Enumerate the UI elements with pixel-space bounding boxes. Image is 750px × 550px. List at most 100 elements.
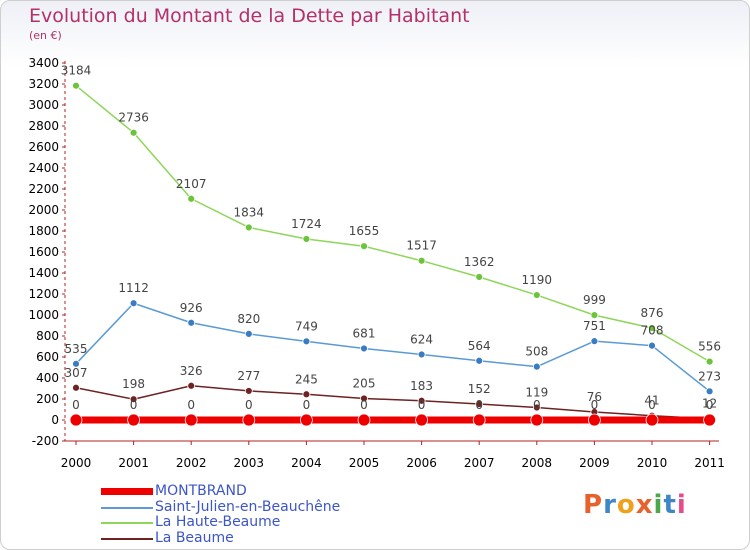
logo-letter: x [635, 490, 654, 520]
data-label-la-haute-beaume: 1517 [406, 239, 437, 253]
data-point-la-haute-beaume [475, 273, 484, 281]
logo-letter: i [676, 490, 687, 520]
data-point-la-beaume [302, 390, 311, 399]
data-label-la-haute-beaume: 999 [583, 293, 606, 307]
x-tick-label: 2009 [579, 456, 610, 470]
proxiti-logo: Proxiti [583, 490, 687, 520]
data-point-la-haute-beaume [72, 81, 80, 90]
y-tick-label: 2400 [28, 161, 59, 175]
x-tick-label: 2002 [176, 456, 207, 470]
legend-swatch [101, 506, 153, 509]
y-tick-label: 1400 [28, 266, 59, 280]
y-tick-label: 3000 [28, 98, 59, 112]
x-tick-label: 2010 [637, 456, 668, 470]
data-point-saint-julien-en-beauch-ne [590, 337, 599, 346]
data-label-montbrand: 0 [72, 398, 80, 412]
data-point-montbrand [588, 413, 601, 427]
data-label-saint-julien-en-beauch-ne: 535 [65, 342, 88, 356]
data-point-montbrand [242, 413, 256, 427]
y-tick-label: 0 [51, 413, 59, 427]
data-label-montbrand: 0 [130, 398, 138, 412]
data-label-la-haute-beaume: 876 [641, 306, 664, 320]
logo-letter: t [663, 490, 677, 520]
data-label-saint-julien-en-beauch-ne: 926 [180, 301, 203, 315]
data-label-montbrand: 0 [475, 398, 483, 412]
data-label-la-beaume: 307 [65, 366, 88, 380]
data-point-montbrand [357, 413, 371, 427]
y-tick-label: 2800 [28, 119, 59, 133]
series-line-la-beaume [75, 385, 710, 420]
data-label-la-haute-beaume: 1834 [234, 205, 265, 219]
data-point-montbrand [69, 413, 83, 427]
data-point-saint-julien-en-beauch-ne [417, 350, 426, 359]
data-label-la-beaume: 152 [468, 382, 491, 396]
y-tick-label: 400 [36, 371, 59, 385]
y-tick-label: 200 [36, 392, 59, 406]
data-label-montbrand: 0 [591, 398, 599, 412]
x-tick-label: 2000 [61, 456, 92, 470]
legend-label: MONTBRAND [155, 483, 247, 499]
data-point-la-beaume [129, 395, 138, 404]
data-point-montbrand [127, 413, 141, 427]
data-label-la-beaume: 198 [122, 377, 145, 391]
data-point-la-haute-beaume [417, 256, 426, 265]
x-tick-label: 2007 [464, 456, 495, 470]
x-tick-label: 2003 [234, 456, 265, 470]
legend-swatch [101, 488, 153, 495]
legend-label: La Haute-Beaume [155, 514, 281, 530]
data-label-la-haute-beaume: 2107 [176, 177, 207, 191]
series-layer [69, 81, 716, 427]
y-tick-label: 3200 [28, 77, 59, 91]
data-label-montbrand: 0 [187, 398, 195, 412]
logo-letter: o [616, 490, 636, 520]
data-point-saint-julien-en-beauch-ne [244, 329, 253, 338]
data-point-la-haute-beaume [590, 311, 599, 320]
data-point-la-haute-beaume [244, 223, 253, 232]
data-point-la-haute-beaume [360, 242, 368, 251]
data-point-la-beaume [417, 396, 426, 405]
data-point-la-haute-beaume [705, 357, 714, 366]
data-point-la-beaume [360, 394, 368, 403]
data-label-montbrand: 0 [303, 398, 311, 412]
y-tick-label: -200 [32, 434, 59, 448]
data-label-saint-julien-en-beauch-ne: 624 [410, 332, 433, 346]
data-label-montbrand: 0 [533, 398, 541, 412]
data-point-montbrand [703, 413, 716, 427]
y-tick-label: 1200 [28, 287, 59, 301]
series-line-saint-julien-en-beauch-ne [75, 302, 711, 392]
data-label-saint-julien-en-beauch-ne: 751 [583, 319, 606, 333]
data-point-la-beaume [72, 383, 80, 392]
data-label-saint-julien-en-beauch-ne: 508 [525, 345, 548, 359]
data-label-la-haute-beaume: 1655 [349, 224, 380, 238]
y-tick-label: 1000 [28, 308, 59, 322]
data-point-saint-julien-en-beauch-ne [187, 318, 196, 327]
data-label-saint-julien-en-beauch-ne: 749 [295, 319, 318, 333]
data-point-la-beaume [475, 400, 484, 408]
data-point-la-beaume [244, 387, 253, 395]
axes: 3400320030002800260024002200200018001600… [28, 56, 724, 470]
data-point-montbrand [530, 413, 544, 427]
data-label-montbrand: 0 [360, 398, 368, 412]
data-label-la-haute-beaume: 1724 [291, 217, 322, 231]
data-point-saint-julien-en-beauch-ne [648, 341, 656, 350]
chart-title: Evolution du Montant de la Dette par Hab… [29, 5, 470, 27]
x-tick-label: 2005 [349, 456, 380, 470]
y-tick-label: 1600 [28, 245, 59, 259]
data-point-la-beaume [187, 381, 196, 390]
x-tick-label: 2001 [118, 456, 149, 470]
data-label-montbrand: 0 [418, 398, 426, 412]
data-label-saint-julien-en-beauch-ne: 820 [237, 312, 260, 326]
data-point-la-haute-beaume [187, 194, 196, 203]
x-tick-label: 2008 [522, 456, 553, 470]
data-point-saint-julien-en-beauch-ne [475, 356, 484, 365]
data-point-la-haute-beaume [532, 291, 541, 299]
data-labels-layer: 307 198 326 277 245 205 183 152 119 76 41 12 535 1112… [61, 64, 721, 412]
data-point-montbrand [184, 413, 198, 427]
x-tick-label: 2011 [694, 456, 725, 470]
data-point-saint-julien-en-beauch-ne [532, 362, 541, 371]
data-point-montbrand [299, 413, 313, 427]
data-label-la-beaume: 277 [237, 369, 260, 383]
data-point-saint-julien-en-beauch-ne [129, 299, 138, 308]
series-line-la-haute-beaume [75, 85, 710, 363]
